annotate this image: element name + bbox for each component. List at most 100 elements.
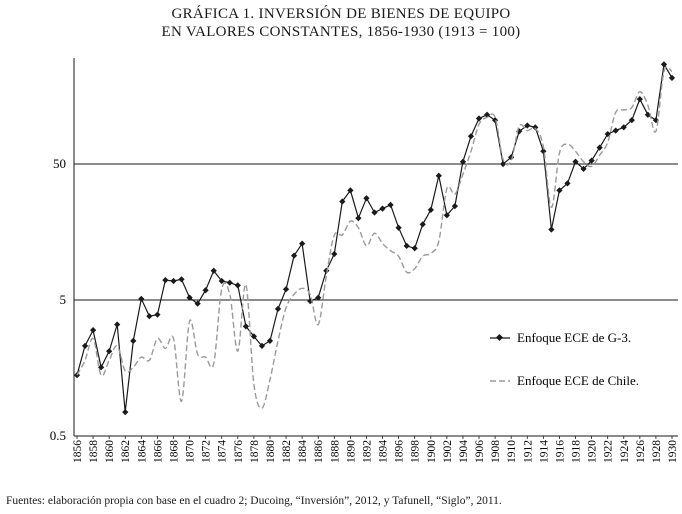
legend: Enfoque ECE de G-3. Enfoque ECE de Chile… bbox=[490, 330, 639, 388]
x-tick-label: 1874 bbox=[217, 440, 229, 463]
data-point-g3 bbox=[564, 180, 571, 187]
x-tick-label: 1864 bbox=[136, 440, 148, 463]
x-tick-label: 1916 bbox=[554, 440, 566, 463]
data-point-g3 bbox=[258, 342, 266, 350]
x-tick-label: 1900 bbox=[426, 440, 438, 463]
x-tick-label: 1892 bbox=[361, 440, 373, 463]
y-tick-label: 5 bbox=[60, 292, 67, 307]
data-point-g3 bbox=[266, 337, 274, 345]
data-point-g3 bbox=[668, 74, 676, 81]
data-point-g3 bbox=[636, 96, 643, 103]
data-point-g3 bbox=[194, 300, 201, 307]
source-note: Fuentes: elaboración propia con base en … bbox=[6, 495, 502, 507]
data-point-g3 bbox=[379, 205, 386, 212]
axes bbox=[73, 58, 678, 439]
x-tick-label: 1920 bbox=[587, 440, 599, 463]
data-point-g3 bbox=[130, 337, 137, 345]
x-tick-label: 1872 bbox=[201, 440, 213, 463]
chart-title-line-1: GRÁFICA 1. INVERSIÓN DE BIENES DE EQUIPO bbox=[171, 6, 511, 22]
x-tick-label: 1924 bbox=[619, 440, 631, 463]
x-tick-label: 1884 bbox=[297, 440, 309, 463]
data-point-g3 bbox=[89, 327, 97, 334]
data-point-g3 bbox=[588, 157, 595, 164]
data-point-g3 bbox=[81, 342, 89, 350]
x-tick-label: 1908 bbox=[490, 440, 502, 463]
chart-title-line-2: EN VALORES CONSTANTES, 1856-1930 (1913 =… bbox=[161, 24, 521, 40]
data-point-g3 bbox=[459, 158, 467, 165]
x-tick-label: 1866 bbox=[152, 440, 164, 463]
data-point-g3 bbox=[411, 245, 418, 252]
x-tick-label: 1918 bbox=[571, 440, 583, 463]
data-point-g3 bbox=[146, 313, 153, 320]
x-tick-label: 1898 bbox=[410, 440, 422, 463]
legend-g3-label: Enfoque ECE de G-3. bbox=[517, 330, 631, 345]
data-point-g3 bbox=[596, 144, 603, 151]
data-point-g3 bbox=[138, 295, 145, 302]
series-line-g3 bbox=[76, 62, 673, 413]
data-point-g3 bbox=[290, 252, 298, 259]
x-tick-label: 1894 bbox=[378, 440, 390, 463]
data-point-g3 bbox=[323, 267, 330, 274]
x-tick-label: 1876 bbox=[233, 440, 245, 463]
y-tick-labels: 50 5 0.5 bbox=[50, 156, 66, 443]
data-point-g3 bbox=[234, 282, 241, 289]
data-point-g3 bbox=[274, 305, 282, 313]
data-point-g3 bbox=[299, 240, 306, 247]
data-point-g3 bbox=[371, 209, 378, 216]
data-point-g3 bbox=[106, 348, 113, 355]
x-tick-labels: 1856 1858 1860 1862 1864 1866 1868 1870 1872 1874… bbox=[72, 440, 679, 463]
data-point-g3 bbox=[427, 206, 434, 213]
x-tick-label: 1868 bbox=[168, 440, 180, 463]
data-point-g3 bbox=[612, 127, 619, 134]
data-point-g3 bbox=[363, 195, 370, 202]
data-point-g3 bbox=[347, 187, 354, 194]
x-tick-label: 1910 bbox=[506, 440, 518, 463]
x-tick-label: 1858 bbox=[88, 440, 100, 463]
series-layer bbox=[73, 61, 676, 416]
data-point-g3 bbox=[628, 117, 635, 124]
data-point-g3 bbox=[331, 250, 338, 258]
x-tick-label: 1922 bbox=[603, 440, 615, 463]
x-tick-label: 1896 bbox=[394, 440, 406, 463]
data-point-g3 bbox=[242, 323, 250, 330]
data-point-g3 bbox=[154, 311, 161, 318]
series-line-chile bbox=[76, 66, 673, 409]
data-point-g3 bbox=[660, 61, 668, 68]
x-tick-label: 1926 bbox=[635, 440, 647, 463]
data-point-g3 bbox=[355, 215, 362, 222]
data-point-g3 bbox=[475, 115, 483, 122]
data-point-g3 bbox=[282, 286, 290, 293]
x-tick-label: 1862 bbox=[120, 440, 132, 463]
data-point-g3 bbox=[202, 287, 209, 294]
x-tick-label: 1882 bbox=[281, 440, 293, 463]
x-tick-label: 1860 bbox=[104, 440, 116, 463]
x-tick-label: 1906 bbox=[474, 440, 486, 463]
data-point-g3 bbox=[644, 111, 651, 118]
data-point-g3 bbox=[548, 226, 555, 233]
y-tick-label: 50 bbox=[53, 156, 66, 171]
data-point-g3 bbox=[395, 224, 402, 231]
x-tick-label: 1856 bbox=[72, 440, 84, 463]
data-point-g3 bbox=[387, 201, 394, 209]
data-point-g3 bbox=[162, 277, 169, 284]
legend-g3-marker bbox=[495, 333, 504, 342]
data-point-g3 bbox=[250, 333, 258, 340]
x-tick-label: 1888 bbox=[329, 440, 341, 463]
data-point-g3 bbox=[403, 242, 410, 249]
data-point-g3 bbox=[178, 276, 185, 283]
x-tick-label: 1930 bbox=[667, 440, 679, 463]
y-tick-label: 0.5 bbox=[50, 428, 66, 443]
x-tick-label: 1878 bbox=[249, 440, 261, 463]
data-point-g3 bbox=[114, 321, 121, 328]
data-point-g3 bbox=[467, 133, 475, 140]
x-tick-label: 1890 bbox=[345, 440, 357, 463]
x-tick-label: 1912 bbox=[522, 440, 534, 463]
data-point-g3 bbox=[122, 408, 129, 416]
data-point-g3 bbox=[572, 158, 579, 165]
data-point-g3 bbox=[419, 221, 426, 228]
legend-chile-label: Enfoque ECE de Chile. bbox=[517, 373, 639, 388]
data-point-g3 bbox=[435, 172, 442, 179]
data-point-g3 bbox=[170, 277, 177, 285]
x-tick-label: 1870 bbox=[185, 440, 197, 463]
